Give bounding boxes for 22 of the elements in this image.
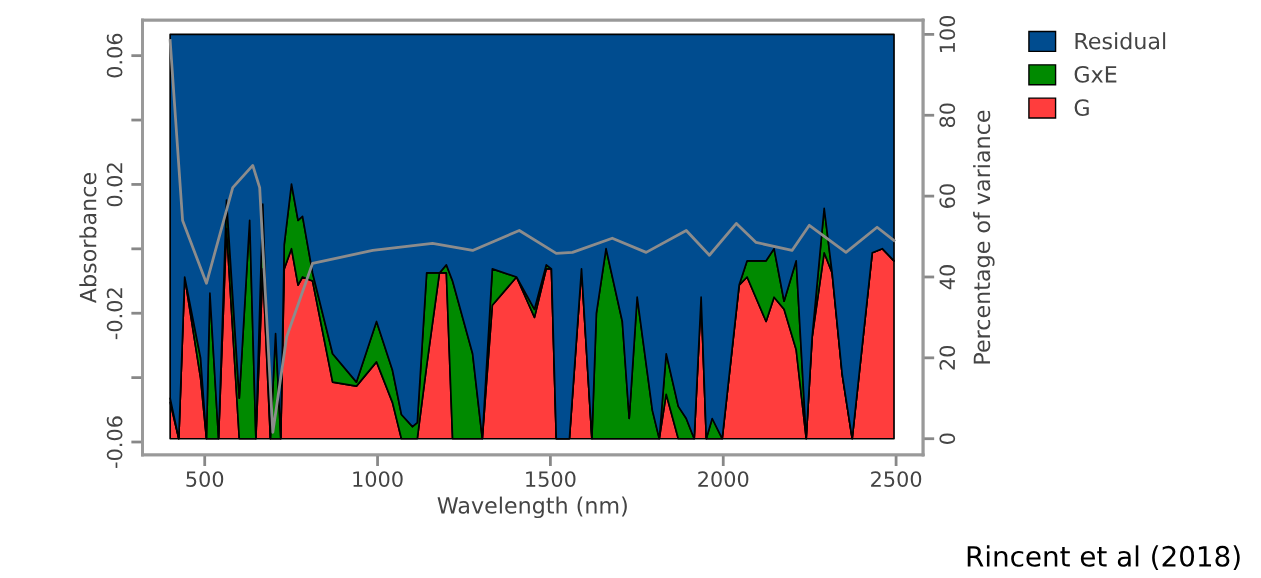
y2-axis-title: Percentage of variance <box>973 110 995 364</box>
y-tick-label: 0.02 <box>106 163 123 207</box>
y2-tick-label: 80 <box>939 103 956 128</box>
y2-tick-label: 20 <box>939 345 956 370</box>
y2-tick-label: 0 <box>939 433 956 444</box>
y2-tick-label: 60 <box>939 184 956 208</box>
y-tick-label: 0.06 <box>106 33 123 78</box>
y-axis-title: Absorbance <box>79 173 97 304</box>
y2-tick-label: 40 <box>939 265 956 290</box>
legend-label: Residual <box>1075 32 1166 50</box>
x-axis-title: Wavelength (nm) <box>437 496 627 519</box>
legend-label: G <box>1074 99 1089 116</box>
y-tick-label: -0.02 <box>106 288 123 340</box>
x-tick-label: 500 <box>186 471 224 487</box>
legend-label: GxE <box>1074 65 1117 83</box>
y-tick-label: -0.06 <box>106 416 123 468</box>
x-tick-label: 1000 <box>353 471 403 487</box>
x-tick-label: 2000 <box>698 471 749 487</box>
x-tick-label: 1500 <box>526 471 576 487</box>
x-tick-label: 2500 <box>871 471 922 487</box>
y2-tick-label: 100 <box>939 15 956 52</box>
text: Rincent et al (2018) <box>967 545 1240 571</box>
